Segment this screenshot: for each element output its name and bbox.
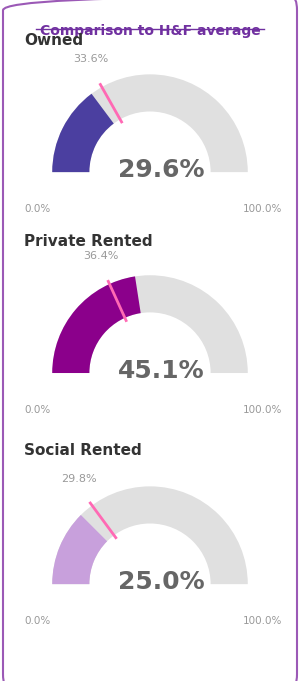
Text: 100.0%: 100.0% xyxy=(243,204,282,215)
Text: 33.6%: 33.6% xyxy=(74,54,109,65)
Wedge shape xyxy=(52,486,248,584)
Wedge shape xyxy=(52,275,248,373)
Text: 45.1%: 45.1% xyxy=(118,359,205,383)
Wedge shape xyxy=(52,74,248,172)
Text: Owned: Owned xyxy=(24,33,83,48)
Wedge shape xyxy=(52,94,114,172)
Text: 25.0%: 25.0% xyxy=(118,570,205,595)
Text: 29.8%: 29.8% xyxy=(61,474,97,484)
Wedge shape xyxy=(52,515,107,584)
Text: 0.0%: 0.0% xyxy=(24,204,51,215)
Text: Comparison to H&F average: Comparison to H&F average xyxy=(40,24,260,38)
Text: 29.6%: 29.6% xyxy=(118,158,205,183)
Text: Social Rented: Social Rented xyxy=(24,443,142,458)
Text: 0.0%: 0.0% xyxy=(24,616,51,627)
Text: 0.0%: 0.0% xyxy=(24,405,51,415)
Text: 36.4%: 36.4% xyxy=(83,251,118,261)
Text: 100.0%: 100.0% xyxy=(243,405,282,415)
Text: Private Rented: Private Rented xyxy=(24,234,153,249)
Wedge shape xyxy=(52,276,141,373)
Text: 100.0%: 100.0% xyxy=(243,616,282,627)
